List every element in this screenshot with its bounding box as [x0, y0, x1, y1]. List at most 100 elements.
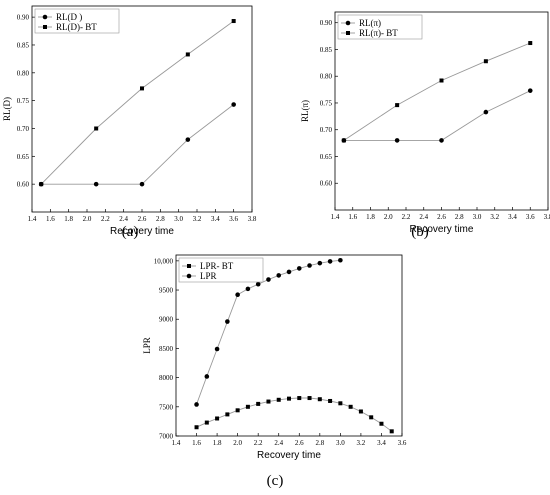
data-point-circle	[394, 138, 400, 143]
data-point-square	[231, 19, 236, 24]
data-point-square	[379, 421, 384, 426]
x-tick-label: 3.6	[526, 213, 535, 221]
x-tick-label: 3.2	[193, 215, 202, 223]
y-tick-label: 0.60	[320, 180, 333, 188]
legend-marker-square	[187, 264, 191, 268]
legend-box	[178, 257, 264, 283]
data-point-square	[39, 182, 44, 187]
x-tick-label: 2.2	[254, 439, 263, 447]
y-tick-label: 0.65	[17, 153, 30, 161]
x-tick-label: 2.0	[233, 439, 242, 447]
x-tick-label: 3.0	[473, 213, 482, 221]
x-tick-label: 1.6	[348, 213, 357, 221]
data-point-square	[389, 429, 394, 434]
x-tick-label: 2.8	[156, 215, 165, 223]
data-point-circle	[483, 109, 489, 115]
x-tick-label: 3.6	[398, 439, 407, 447]
x-tick-label: 3.0	[174, 215, 183, 223]
y-axis-label: LPR	[142, 337, 152, 354]
y-tick-label: 0.75	[320, 99, 333, 107]
chart-caption: (c)	[267, 473, 284, 489]
y-tick-label: 0.70	[320, 126, 333, 134]
y-tick-label: 8000	[159, 374, 174, 382]
data-point-square	[348, 404, 353, 409]
data-point-square	[256, 401, 261, 406]
y-tick-label: 7000	[159, 433, 174, 441]
y-tick-label: 0.85	[320, 46, 333, 54]
legend-marker-square	[43, 25, 47, 29]
x-tick-label: 2.0	[384, 213, 393, 221]
data-point-square	[528, 41, 533, 46]
data-point-circle	[266, 277, 271, 282]
chart-caption: (a)	[122, 224, 139, 240]
data-point-square	[317, 397, 322, 402]
series-line	[41, 104, 234, 185]
data-point-square	[94, 126, 99, 131]
data-point-circle	[245, 286, 251, 292]
x-tick-label: 1.8	[213, 439, 222, 447]
data-point-circle	[225, 319, 230, 324]
chart-1: 1.4 1.6 1.8 2.0 2.2 2.4 2.6 2.8 3.0 3.2 3.4 3.6 3.8 0…	[2, 5, 257, 240]
plot-frame	[334, 11, 549, 211]
data-point-circle	[327, 259, 333, 264]
x-tick-label: 1.4	[331, 213, 340, 221]
data-point-square	[266, 399, 271, 404]
legend-box	[34, 8, 120, 34]
data-point-circle	[338, 257, 343, 263]
legend-label: RL(D)- BT	[56, 22, 97, 32]
x-tick-label: 1.4	[172, 439, 181, 447]
series-line	[343, 90, 531, 141]
data-point-square	[358, 409, 363, 414]
legend-marker-circle	[42, 14, 48, 20]
legend-marker-square	[346, 31, 350, 35]
x-tick-label: 3.0	[336, 439, 345, 447]
y-tick-label: 0.90	[320, 19, 333, 27]
y-tick-label: 0.70	[17, 125, 30, 133]
data-point-circle	[93, 181, 99, 187]
chart-caption: (b)	[411, 224, 429, 240]
y-axis-label: RL(D)	[2, 97, 12, 121]
series-line	[40, 20, 234, 185]
data-point-circle	[296, 266, 302, 271]
data-point-square	[287, 396, 291, 401]
data-point-square	[341, 138, 346, 143]
x-tick-label: 2.6	[295, 439, 304, 447]
x-tick-label: 1.6	[46, 215, 55, 223]
legend-label: RL(D )	[56, 12, 82, 22]
data-point-circle	[255, 281, 261, 287]
x-tick-label: 2.4	[119, 215, 128, 223]
chart-2: 1.4 1.6 1.8 2.0 2.2 2.4 2.6 2.8 3.0 3.2 3.4 3.6 3.8 0…	[300, 11, 550, 240]
x-tick-label: 2.6	[138, 215, 147, 223]
x-tick-label: 2.2	[402, 213, 411, 221]
series-line	[343, 42, 531, 141]
y-tick-label: 10,000	[154, 257, 174, 265]
data-point-circle	[317, 260, 323, 266]
x-tick-label: 2.4	[419, 213, 428, 221]
legend-marker-circle	[345, 20, 351, 26]
y-tick-label: 0.65	[320, 153, 333, 161]
x-tick-label: 3.4	[508, 213, 517, 221]
x-tick-label: 3.8	[544, 213, 550, 221]
data-point-circle	[235, 292, 240, 298]
y-tick-label: 7500	[159, 403, 174, 411]
data-point-square	[225, 412, 230, 417]
x-tick-label: 1.6	[192, 439, 201, 447]
data-point-square	[215, 416, 220, 421]
x-tick-label: 1.8	[366, 213, 375, 221]
x-axis-label: Recovery time	[410, 224, 474, 235]
x-tick-label: 3.8	[248, 215, 257, 223]
data-point-circle	[286, 269, 292, 275]
data-point-square	[307, 396, 312, 401]
data-point-square	[328, 398, 333, 403]
y-tick-label: 0.75	[17, 97, 30, 105]
plot-frame	[31, 5, 253, 213]
x-tick-label: 2.0	[83, 215, 92, 223]
data-point-circle	[214, 346, 220, 352]
data-point-square	[338, 401, 343, 406]
y-tick-label: 0.90	[17, 14, 30, 22]
y-tick-label: 0.80	[17, 69, 30, 77]
x-tick-label: 3.4	[377, 439, 386, 447]
data-point-circle	[276, 273, 282, 278]
legend: RL(D )RL(D)- BT	[34, 8, 120, 34]
